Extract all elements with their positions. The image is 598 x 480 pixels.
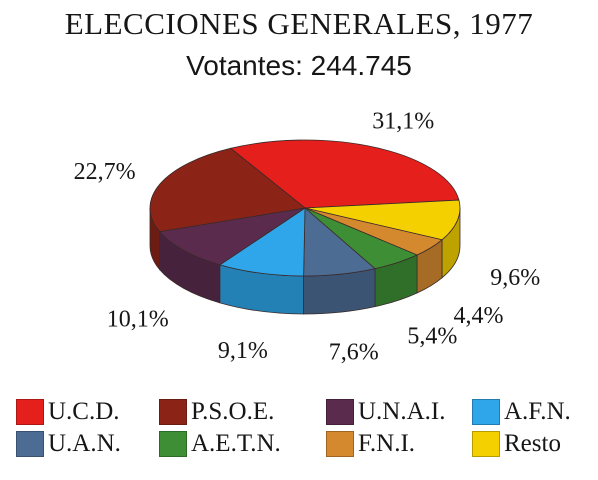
pie-label-u-c-d: 31,1% bbox=[372, 109, 434, 135]
pie-label-resto: 9,6% bbox=[490, 265, 540, 291]
pie-label-a-f-n: 9,1% bbox=[218, 338, 268, 364]
pie-slice-p-s-o-e bbox=[149, 147, 306, 233]
legend-swatch-a-f-n bbox=[472, 399, 500, 425]
legend-swatch-a-e-t-n bbox=[159, 431, 187, 457]
legend-swatch-u-n-a-i bbox=[326, 399, 354, 425]
chart-legend: U.C.D. P.S.O.E. U.N.A.I. A.F.N. U.A.N. A.E.T.… bbox=[16, 396, 596, 466]
pie-chart: 31,1% 9,6% 4,4%5,4% 7,6% 9,1% 10,1% 22,7% bbox=[74, 109, 541, 366]
legend-swatch-p-s-o-e bbox=[159, 399, 187, 425]
pie-label-u-n-a-i: 10,1% bbox=[107, 306, 169, 332]
pie-label-u-a-n: 7,6% bbox=[329, 339, 379, 365]
legend-label-a-e-t-n: A.E.T.N. bbox=[191, 430, 281, 457]
legend-label-resto: Resto bbox=[504, 430, 561, 457]
legend-label-u-c-d: U.C.D. bbox=[48, 398, 120, 425]
legend-label-u-a-n: U.A.N. bbox=[48, 430, 121, 457]
pie-label-a-e-t-n: 5,4% bbox=[407, 323, 457, 349]
legend-label-u-n-a-i: U.N.A.I. bbox=[358, 398, 446, 425]
pie-label-f-n-i: 4,4% bbox=[454, 303, 504, 329]
pie-slice-u-n-a-i bbox=[158, 207, 306, 266]
chart-title: ELECCIONES GENERALES, 1977 bbox=[64, 6, 534, 41]
pie-slice-a-f-n bbox=[219, 207, 306, 277]
legend-swatch-f-n-i bbox=[326, 431, 354, 457]
legend-swatch-u-a-n bbox=[16, 431, 44, 457]
legend-swatch-resto bbox=[472, 431, 500, 457]
pie-slice-u-c-d bbox=[229, 139, 460, 209]
legend-label-a-f-n: A.F.N. bbox=[504, 398, 571, 425]
legend-label-p-s-o-e: P.S.O.E. bbox=[191, 398, 275, 425]
pie-slice-resto bbox=[304, 199, 461, 241]
legend-swatch-u-c-d bbox=[16, 399, 44, 425]
legend-label-f-n-i: F.N.I. bbox=[358, 430, 416, 457]
chart-subtitle: Votantes: 244.745 bbox=[186, 50, 412, 81]
pie-label-p-s-o-e: 22,7% bbox=[74, 159, 136, 185]
